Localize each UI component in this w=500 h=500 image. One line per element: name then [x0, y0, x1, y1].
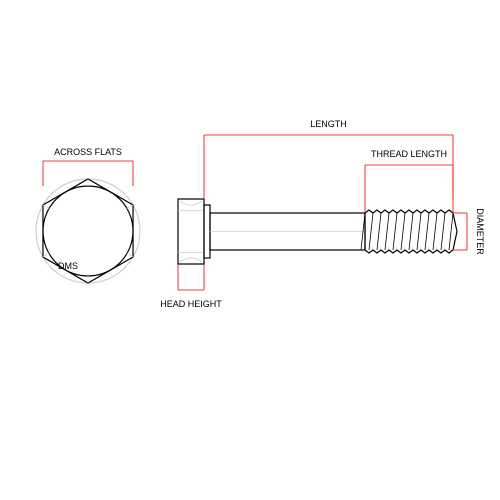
hex-outline: [43, 179, 133, 283]
bolt-dimension-diagram: ACROSS FLATS DMS LENGTH THREAD LENGTH HEAD H…: [0, 0, 500, 500]
hex-inscribed-circle: [43, 186, 133, 276]
label-dms: DMS: [58, 261, 78, 271]
label-across-flats: ACROSS FLATS: [54, 147, 122, 157]
hex-circumscribed-circle: [36, 179, 140, 283]
label-thread-length: THREAD LENGTH: [371, 149, 447, 159]
label-head-height: HEAD HEIGHT: [160, 299, 222, 309]
label-diameter: DIAMETER: [475, 208, 485, 255]
bolt-side-view: [178, 199, 457, 264]
label-length: LENGTH: [310, 119, 347, 129]
